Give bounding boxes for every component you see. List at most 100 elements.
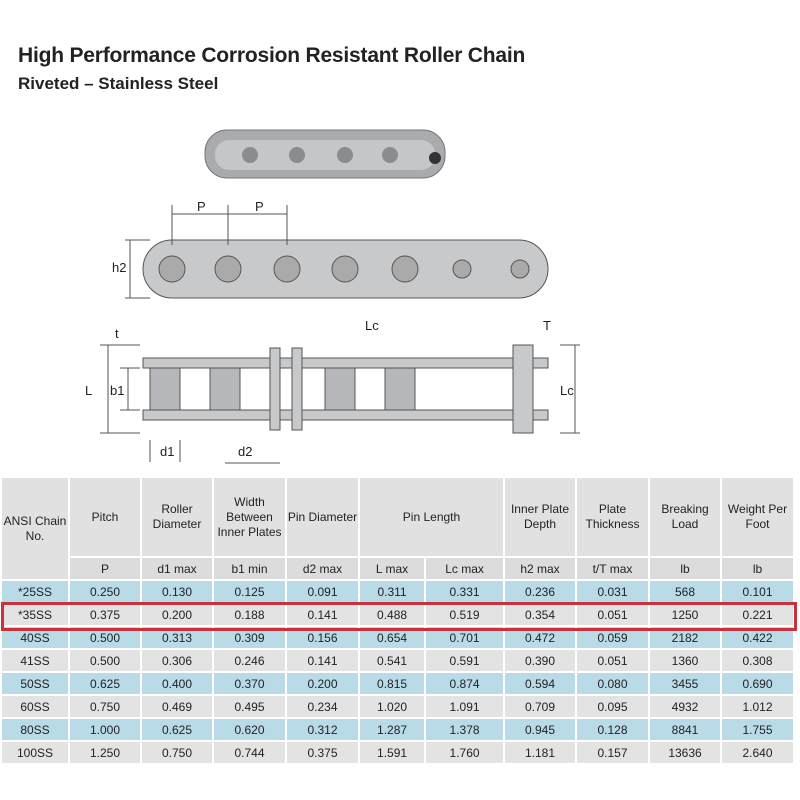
- table-cell: 0.495: [214, 696, 285, 717]
- label-b1: b1: [110, 383, 124, 398]
- table-cell: 40SS: [2, 627, 68, 648]
- table-cell: 1.250: [70, 742, 140, 763]
- chain-photo: [204, 129, 446, 179]
- column-header: Breaking Load: [650, 478, 720, 556]
- column-header: Plate Thickness: [577, 478, 648, 556]
- table-cell: 0.375: [287, 742, 358, 763]
- table-cell: 0.654: [360, 627, 425, 648]
- table-cell: 1.020: [360, 696, 425, 717]
- table-cell: 0.051: [577, 604, 648, 625]
- table-cell: 100SS: [2, 742, 68, 763]
- table-cell: 0.128: [577, 719, 648, 740]
- highlight-box: [1, 602, 797, 631]
- table-cell: 0.500: [70, 650, 140, 671]
- table-cell: 0.031: [577, 581, 648, 602]
- table-cell: 8841: [650, 719, 720, 740]
- table-cell: 0.701: [426, 627, 503, 648]
- table-row: 80SS 1.000 0.625 0.620 0.312 1.287 1.378 0.945 0…: [2, 719, 793, 740]
- header-row: ANSI Chain No. Pitch Roller Diameter Width …: [2, 478, 793, 579]
- table-cell: 0.156: [287, 627, 358, 648]
- table-cell: 3455: [650, 673, 720, 694]
- table-row: 40SS 0.500 0.313 0.309 0.156 0.654 0.701 0.472 0…: [2, 627, 793, 648]
- table-cell: 0.370: [214, 673, 285, 694]
- table-cell: 1.091: [426, 696, 503, 717]
- table-cell: *25SS: [2, 581, 68, 602]
- table-cell: 0.221: [722, 604, 793, 625]
- table-row: 100SS 1.250 0.750 0.744 0.375 1.591 1.760 1.181…: [2, 742, 793, 763]
- label-t: t: [115, 326, 119, 341]
- column-header: Inner Plate Depth: [505, 478, 575, 556]
- label-p2: P: [255, 199, 264, 214]
- table-cell: 2182: [650, 627, 720, 648]
- unit-header: t/T max: [577, 558, 648, 579]
- table-cell: 1.287: [360, 719, 425, 740]
- table-cell: 0.750: [70, 696, 140, 717]
- table-cell: 0.236: [505, 581, 575, 602]
- table-cell: 0.246: [214, 650, 285, 671]
- table-cell: 4932: [650, 696, 720, 717]
- table-cell: 1250: [650, 604, 720, 625]
- table-cell: 1.591: [360, 742, 425, 763]
- top-view-diagram: [100, 344, 580, 464]
- table-cell: 0.541: [360, 650, 425, 671]
- unit-header: lb: [722, 558, 793, 579]
- unit-header: h2 max: [505, 558, 575, 579]
- table-cell: 0.709: [505, 696, 575, 717]
- table-cell: 80SS: [2, 719, 68, 740]
- table-cell: 0.312: [287, 719, 358, 740]
- table-cell: 0.472: [505, 627, 575, 648]
- column-header: ANSI Chain No.: [2, 478, 68, 579]
- table-cell: 0.141: [287, 604, 358, 625]
- table-row: 50SS 0.625 0.400 0.370 0.200 0.815 0.874 0.594 0…: [2, 673, 793, 694]
- table-cell: 0.309: [214, 627, 285, 648]
- side-view-diagram: [125, 205, 549, 299]
- table-cell: 0.313: [142, 627, 212, 648]
- table-cell: 0.125: [214, 581, 285, 602]
- column-header: Pin Diameter: [287, 478, 358, 556]
- table-cell: 0.625: [70, 673, 140, 694]
- table-cell: 1.181: [505, 742, 575, 763]
- chain-diagrams: P P h2 t Lc T L b1 Lc d1 d2: [85, 129, 580, 464]
- table-cell: 0.945: [505, 719, 575, 740]
- table-cell: 0.141: [287, 650, 358, 671]
- table-cell: 0.500: [70, 627, 140, 648]
- unit-header: L max: [360, 558, 425, 579]
- table-cell: 0.306: [142, 650, 212, 671]
- unit-header: P: [70, 558, 140, 579]
- unit-header: d2 max: [287, 558, 358, 579]
- table-cell: 0.130: [142, 581, 212, 602]
- label-lc-top: Lc: [365, 318, 379, 333]
- table-cell: 0.051: [577, 650, 648, 671]
- unit-header: lb: [650, 558, 720, 579]
- label-d1: d1: [160, 444, 174, 459]
- table-row: *35SS 0.375 0.200 0.188 0.141 0.488 0.519 0.354…: [2, 604, 793, 625]
- page-subtitle: Riveted – Stainless Steel: [18, 74, 219, 93]
- table-cell: 0.390: [505, 650, 575, 671]
- table-cell: 0.091: [287, 581, 358, 602]
- table-cell: 0.594: [505, 673, 575, 694]
- table-cell: 568: [650, 581, 720, 602]
- page-title: High Performance Corrosion Resistant Rol…: [18, 44, 526, 67]
- table-cell: 0.250: [70, 581, 140, 602]
- unit-header: Lc max: [426, 558, 503, 579]
- table-cell: 1.755: [722, 719, 793, 740]
- table-cell: 0.080: [577, 673, 648, 694]
- table-cell: 0.690: [722, 673, 793, 694]
- column-header: Weight Per Foot: [722, 478, 793, 556]
- column-header: Pitch: [70, 478, 140, 556]
- table-cell: 0.400: [142, 673, 212, 694]
- table-cell: 0.200: [142, 604, 212, 625]
- label-d2: d2: [238, 444, 252, 459]
- table-cell: 50SS: [2, 673, 68, 694]
- table-cell: 0.234: [287, 696, 358, 717]
- table-cell: 0.375: [70, 604, 140, 625]
- table-cell: 0.157: [577, 742, 648, 763]
- table-cell: 2.640: [722, 742, 793, 763]
- table-row: 60SS 0.750 0.469 0.495 0.234 1.020 1.091 0.709 0…: [2, 696, 793, 717]
- table-cell: 0.308: [722, 650, 793, 671]
- table-cell: 41SS: [2, 650, 68, 671]
- table-cell: 0.625: [142, 719, 212, 740]
- unit-header: d1 max: [142, 558, 212, 579]
